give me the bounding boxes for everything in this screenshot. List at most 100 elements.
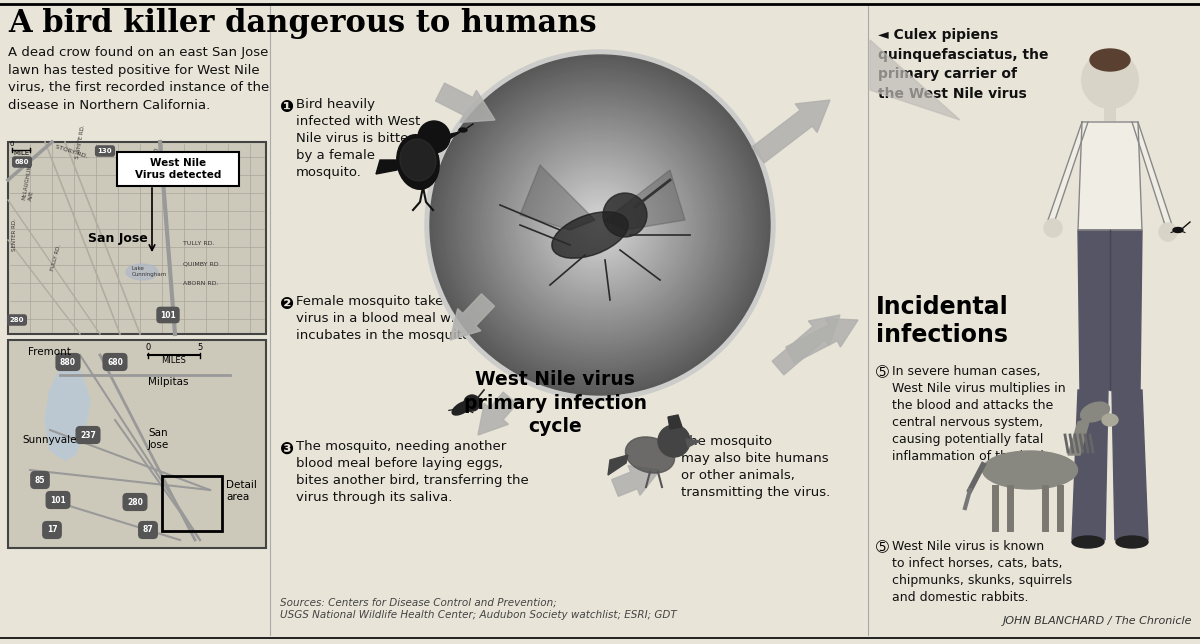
Text: Sunnyvale: Sunnyvale (22, 435, 77, 445)
Circle shape (430, 55, 770, 395)
Text: San Jose: San Jose (88, 232, 148, 245)
Circle shape (499, 124, 701, 326)
Circle shape (556, 181, 644, 269)
Circle shape (1044, 219, 1062, 237)
Polygon shape (668, 415, 682, 429)
Circle shape (496, 121, 704, 329)
Text: ❷: ❷ (280, 295, 294, 313)
Circle shape (580, 205, 620, 245)
Circle shape (502, 127, 698, 323)
Polygon shape (786, 319, 858, 363)
Text: ◄ Culex pipiens
quinquefasciatus, the
primary carrier of
the West Nile virus: ◄ Culex pipiens quinquefasciatus, the pr… (878, 28, 1049, 100)
Circle shape (445, 70, 755, 380)
FancyBboxPatch shape (118, 152, 239, 186)
Text: QUIMBY RD: QUIMBY RD (182, 261, 218, 266)
Circle shape (592, 217, 608, 233)
Polygon shape (612, 466, 660, 497)
Polygon shape (752, 100, 830, 163)
Circle shape (418, 121, 450, 153)
Circle shape (511, 136, 689, 314)
Polygon shape (1078, 230, 1142, 390)
Circle shape (466, 91, 734, 359)
Ellipse shape (1090, 49, 1130, 71)
Text: ➄: ➄ (876, 540, 889, 555)
Text: 280: 280 (10, 317, 24, 323)
Circle shape (583, 208, 617, 242)
Circle shape (433, 58, 767, 392)
Text: JOHN BLANCHARD / The Chronicle: JOHN BLANCHARD / The Chronicle (1002, 616, 1192, 626)
Polygon shape (772, 315, 840, 375)
Text: 680: 680 (14, 159, 29, 165)
Ellipse shape (1174, 227, 1183, 232)
Text: ABORN RD.: ABORN RD. (182, 281, 218, 286)
Circle shape (523, 148, 677, 302)
Circle shape (598, 223, 602, 227)
Circle shape (442, 67, 758, 383)
Circle shape (586, 211, 614, 239)
Text: 17: 17 (47, 526, 58, 535)
Text: 0: 0 (145, 343, 151, 352)
Circle shape (550, 175, 650, 275)
Ellipse shape (126, 264, 158, 280)
Polygon shape (450, 294, 494, 340)
Text: 87: 87 (143, 526, 154, 535)
Circle shape (547, 172, 653, 278)
Polygon shape (1112, 390, 1148, 540)
Circle shape (571, 196, 629, 254)
Circle shape (478, 103, 722, 347)
Text: ❹: ❹ (665, 435, 679, 453)
Text: 5: 5 (197, 343, 203, 352)
Circle shape (469, 94, 731, 356)
Text: The mosquito, needing another
blood meal before laying eggs,
bites another bird,: The mosquito, needing another blood meal… (296, 440, 529, 504)
Text: In severe human cases,
West Nile virus multiplies in
the blood and attacks the
c: In severe human cases, West Nile virus m… (892, 365, 1066, 463)
Circle shape (541, 166, 659, 284)
Polygon shape (446, 132, 460, 140)
Text: The mosquito
may also bite humans
or other animals,
transmitting the virus.: The mosquito may also bite humans or oth… (682, 435, 830, 499)
Text: Incidental
infections: Incidental infections (876, 295, 1009, 347)
Polygon shape (1078, 122, 1142, 230)
Polygon shape (436, 83, 496, 122)
Polygon shape (1068, 418, 1090, 455)
FancyBboxPatch shape (1104, 106, 1116, 124)
Text: S KING RD: S KING RD (150, 147, 160, 176)
Circle shape (451, 76, 749, 374)
Text: 237: 237 (80, 430, 96, 439)
Text: MILES: MILES (162, 356, 186, 365)
Circle shape (454, 79, 746, 371)
Text: West Nile
Virus detected: West Nile Virus detected (134, 158, 221, 180)
Circle shape (487, 112, 713, 338)
Circle shape (520, 145, 680, 305)
Ellipse shape (397, 135, 439, 189)
Text: 680: 680 (107, 357, 122, 366)
Circle shape (574, 199, 626, 251)
Text: S WHITE RD.: S WHITE RD. (74, 124, 86, 159)
Text: A dead crow found on an east San Jose
lawn has tested positive for West Nile
vir: A dead crow found on an east San Jose la… (8, 46, 269, 111)
Text: TULLY RD.: TULLY RD. (182, 241, 215, 246)
Circle shape (1159, 223, 1177, 241)
Circle shape (535, 160, 665, 290)
Circle shape (475, 100, 725, 350)
Ellipse shape (458, 128, 467, 132)
Text: 101: 101 (160, 310, 176, 319)
Circle shape (1082, 52, 1138, 108)
Circle shape (529, 154, 671, 296)
Text: ❶: ❶ (280, 98, 294, 116)
Polygon shape (605, 170, 685, 230)
Ellipse shape (1080, 402, 1110, 422)
Circle shape (658, 425, 690, 457)
Polygon shape (46, 360, 90, 460)
Circle shape (517, 142, 683, 308)
Polygon shape (1072, 390, 1108, 540)
Circle shape (562, 187, 638, 263)
Ellipse shape (1116, 536, 1148, 548)
Ellipse shape (400, 139, 436, 181)
Text: West Nile virus
primary infection
cycle: West Nile virus primary infection cycle (463, 370, 647, 436)
Ellipse shape (452, 401, 472, 415)
Ellipse shape (1072, 536, 1104, 548)
Text: Bird heavily
infected with West
Nile virus is bitten
by a female
mosquito.: Bird heavily infected with West Nile vir… (296, 98, 420, 179)
Circle shape (463, 88, 737, 362)
Circle shape (544, 169, 656, 281)
Circle shape (538, 163, 662, 287)
Circle shape (508, 133, 692, 317)
Circle shape (436, 61, 764, 389)
